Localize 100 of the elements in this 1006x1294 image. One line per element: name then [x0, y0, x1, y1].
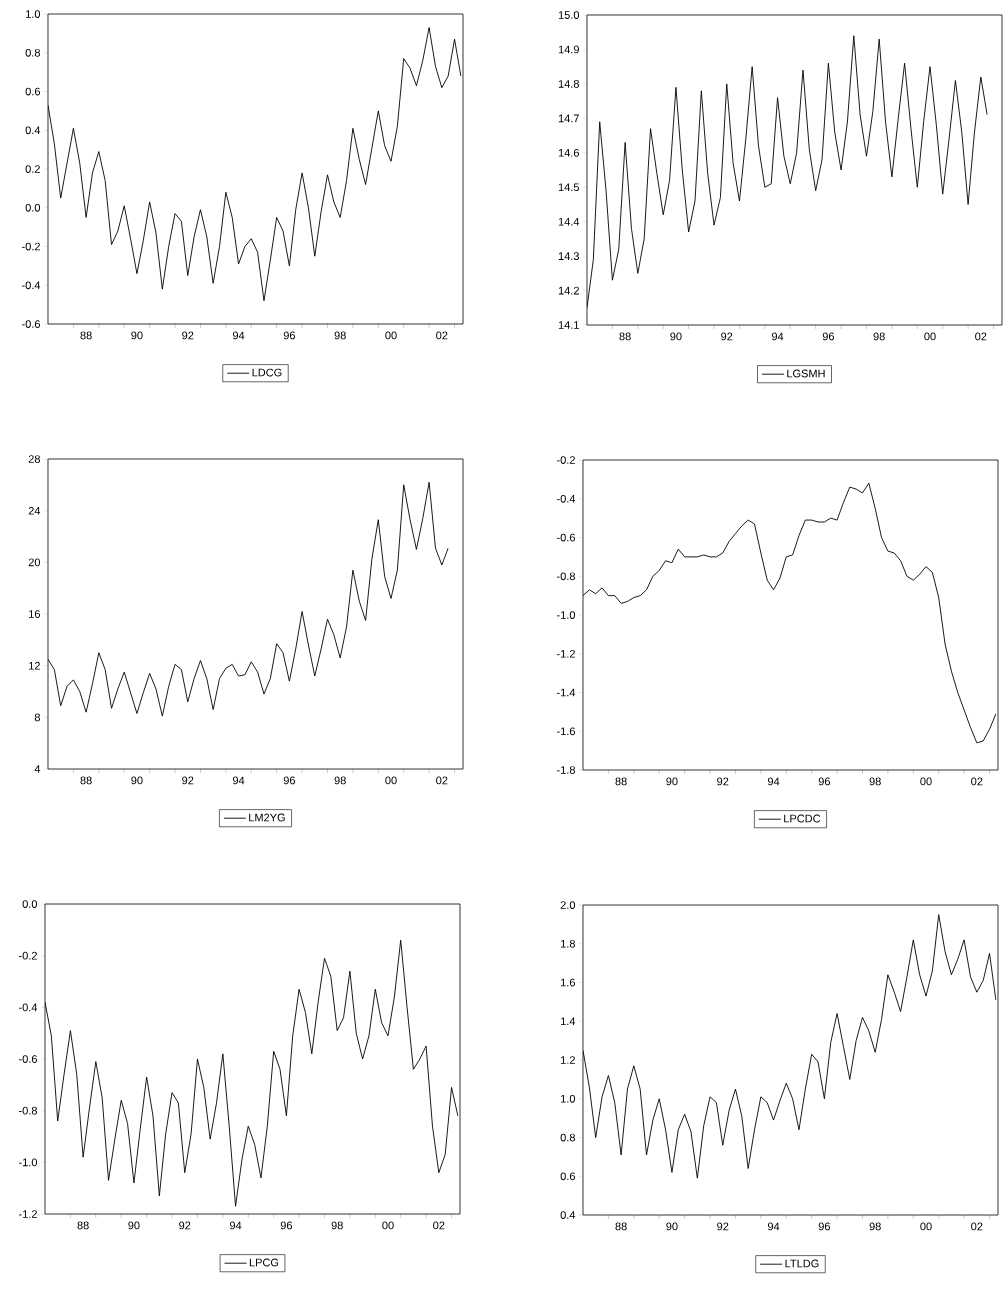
- y-tick-label: -0.2: [19, 951, 37, 960]
- y-tick-label: -1.4: [557, 688, 576, 697]
- x-tick-label: 94: [771, 332, 784, 341]
- legend-label: LGSMH: [787, 369, 825, 378]
- x-tick-label: 96: [822, 332, 834, 341]
- x-tick-label: 88: [619, 332, 631, 341]
- x-tick-label: 02: [436, 776, 448, 785]
- y-tick-label: 0.4: [560, 1211, 576, 1219]
- x-tick-label: 90: [131, 331, 143, 340]
- x-tick-label: 90: [128, 1221, 140, 1230]
- x-tick-label: 00: [924, 332, 936, 341]
- y-tick-label: 14.5: [558, 183, 579, 192]
- y-tick-label: 14.8: [558, 80, 579, 88]
- x-tick-label: 94: [232, 776, 245, 785]
- x-tick-label: 00: [385, 331, 397, 340]
- y-tick-label: 1.0: [26, 10, 41, 18]
- x-tick-label: 98: [869, 777, 881, 786]
- y-tick-label: -0.4: [557, 494, 576, 503]
- y-tick-label: 0.8: [560, 1133, 575, 1142]
- x-tick-label: 90: [670, 332, 682, 341]
- legend-label: LM2YG: [249, 813, 285, 822]
- x-tick-label: 98: [334, 331, 346, 340]
- y-tick-label: 14.7: [558, 114, 579, 123]
- y-tick-label: -1.2: [19, 1210, 37, 1218]
- y-tick-label: 0.6: [25, 87, 40, 96]
- x-tick-label: 96: [283, 331, 296, 340]
- x-tick-label: 94: [229, 1221, 242, 1230]
- legend-label: LTLDG: [785, 1259, 819, 1268]
- y-tick-label: -0.8: [557, 572, 575, 581]
- y-tick-label: -0.6: [22, 320, 40, 328]
- x-tick-label: 92: [179, 1221, 191, 1230]
- x-tick-label: 88: [615, 1222, 627, 1231]
- y-tick-label: 1.2: [561, 1056, 575, 1064]
- y-tick-label: 0.4: [25, 126, 41, 135]
- y-tick-label: 16: [29, 610, 40, 618]
- x-tick-label: 88: [80, 776, 92, 785]
- x-tick-label: 02: [436, 331, 448, 340]
- x-tick-label: 92: [182, 331, 194, 340]
- x-tick-label: 98: [869, 1222, 881, 1231]
- x-tick-label: 98: [331, 1221, 343, 1230]
- y-tick-label: 0.0: [22, 900, 38, 908]
- x-tick-label: 88: [615, 777, 627, 786]
- x-tick-label: 02: [433, 1221, 445, 1230]
- x-tick-label: 00: [920, 1222, 932, 1231]
- y-tick-label: -0.2: [557, 456, 575, 464]
- y-tick-label: 1.8: [561, 939, 575, 948]
- x-tick-label: 02: [971, 1222, 983, 1231]
- y-tick-label: -0.6: [19, 1055, 37, 1063]
- y-tick-label: -0.2: [22, 242, 40, 251]
- legend-label: LPCDC: [784, 814, 821, 823]
- y-tick-label: 14.1: [558, 321, 579, 329]
- x-tick-label: 00: [920, 777, 932, 786]
- y-tick-label: -1.2: [557, 649, 575, 658]
- x-tick-label: 94: [232, 331, 245, 340]
- x-tick-label: 02: [971, 777, 983, 786]
- y-tick-label: 28: [28, 455, 40, 463]
- x-tick-label: 90: [666, 1222, 678, 1231]
- y-tick-label: 2.0: [560, 901, 576, 909]
- x-tick-label: 96: [818, 777, 830, 786]
- y-tick-label: 1.4: [561, 1017, 576, 1026]
- x-tick-label: 98: [873, 332, 885, 341]
- x-tick-label: 92: [182, 776, 194, 785]
- y-tick-label: -1.6: [557, 727, 575, 736]
- x-tick-label: 90: [131, 776, 143, 785]
- x-tick-label: 94: [767, 1222, 780, 1231]
- y-tick-label: 14.6: [558, 148, 579, 157]
- y-tick-label: 12: [29, 661, 40, 670]
- y-tick-label: 1.6: [561, 978, 575, 987]
- y-tick-label: -1.0: [557, 611, 576, 619]
- y-tick-label: 14.2: [558, 286, 579, 295]
- x-tick-label: 98: [334, 776, 346, 785]
- y-tick-label: 14.4: [558, 217, 580, 226]
- x-tick-label: 96: [283, 776, 296, 785]
- y-tick-label: -0.8: [19, 1106, 37, 1115]
- y-tick-label: 0.8: [25, 48, 40, 57]
- y-tick-label: -0.4: [19, 1003, 38, 1012]
- y-tick-label: 1.0: [561, 1094, 576, 1103]
- x-tick-label: 94: [767, 777, 780, 786]
- x-tick-label: 00: [382, 1221, 394, 1230]
- y-tick-label: 14.3: [558, 252, 579, 261]
- y-tick-label: -1.8: [557, 766, 575, 774]
- legend-label: LDCG: [252, 368, 282, 377]
- x-tick-label: 96: [818, 1222, 830, 1231]
- y-tick-label: 0.6: [560, 1172, 575, 1181]
- y-tick-label: -0.6: [557, 533, 575, 542]
- y-tick-label: 24: [28, 506, 41, 515]
- x-tick-label: 90: [666, 777, 678, 786]
- x-tick-label: 00: [385, 776, 397, 785]
- y-tick-label: -0.4: [22, 281, 41, 290]
- y-tick-label: 4: [34, 765, 41, 773]
- y-tick-label: 15.0: [558, 11, 580, 19]
- y-tick-label: 14.9: [558, 45, 579, 54]
- y-tick-label: -1.0: [19, 1158, 38, 1167]
- y-tick-label: 0.0: [25, 203, 41, 212]
- y-tick-label: 0.2: [25, 165, 40, 173]
- x-tick-label: 88: [77, 1221, 89, 1230]
- x-tick-label: 96: [280, 1221, 293, 1230]
- x-tick-label: 02: [975, 332, 987, 341]
- x-tick-label: 92: [717, 1222, 729, 1231]
- y-tick-label: 8: [34, 713, 40, 722]
